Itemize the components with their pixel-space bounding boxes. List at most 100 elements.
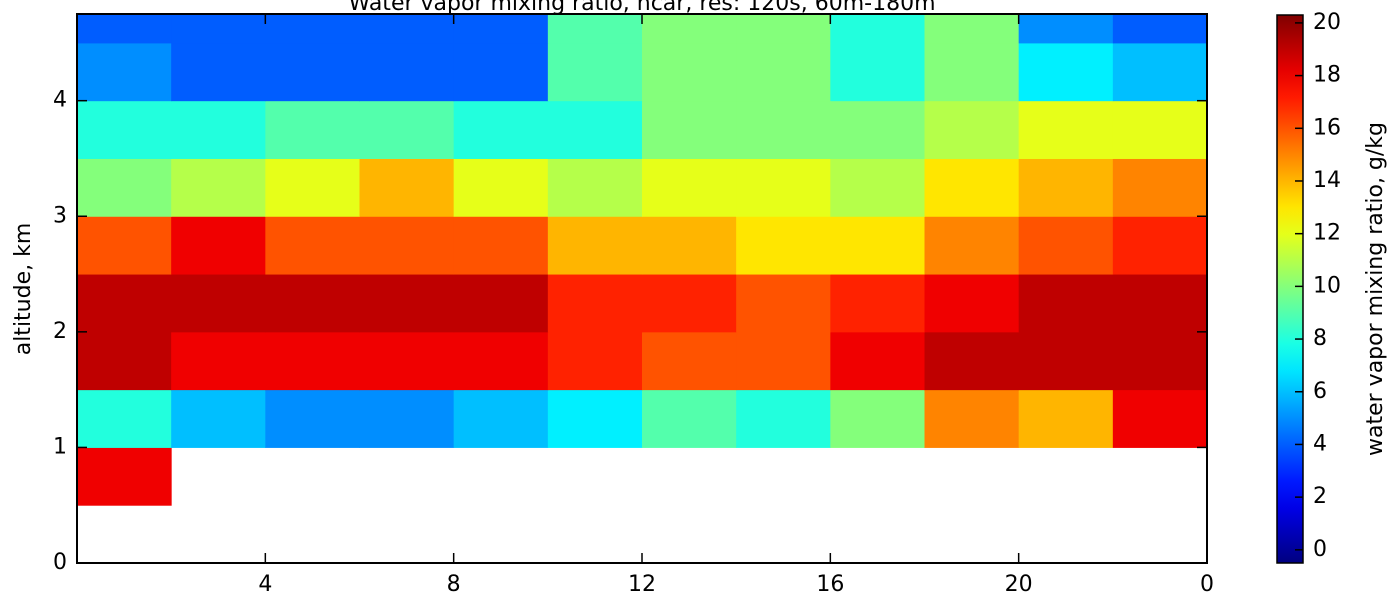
heatmap-cell	[1018, 42, 1114, 102]
heatmap-cell	[265, 331, 360, 391]
heatmap-cell	[171, 216, 266, 275]
heatmap-cell	[77, 14, 172, 44]
heatmap-cell	[77, 274, 172, 333]
heatmap-cell	[924, 100, 1020, 159]
heatmap-cell	[830, 14, 925, 44]
heatmap-cell	[453, 14, 549, 44]
heatmap-cell	[265, 216, 360, 275]
heatmap-cell	[453, 331, 549, 391]
heatmap-cell	[359, 274, 455, 333]
heatmap-cell	[77, 389, 172, 448]
heatmap-cell	[1112, 331, 1207, 391]
heatmap-cell	[736, 14, 831, 44]
x-tick-label: 4	[258, 572, 272, 597]
heatmap-cell	[77, 100, 172, 159]
heatmap-cell	[359, 42, 455, 102]
heatmap-cell	[359, 389, 455, 448]
heatmap-cell	[1018, 158, 1114, 217]
heatmap-cell	[736, 274, 831, 333]
colorbar-tick-label: 20	[1313, 10, 1341, 35]
x-tick-label: 12	[628, 572, 656, 597]
heatmap-cell	[453, 100, 549, 159]
heatmap-cell	[924, 331, 1020, 391]
heatmap-cell	[265, 14, 360, 44]
y-tick-label: 2	[53, 319, 67, 344]
heatmap-cell	[642, 14, 737, 44]
heatmap-cell	[1112, 42, 1207, 102]
heatmap-cell	[1112, 14, 1207, 44]
x-tick-label: 20	[1005, 572, 1033, 597]
colorbar-tick-label: 12	[1313, 221, 1341, 246]
heatmap-cell	[924, 42, 1020, 102]
heatmap-cell	[736, 216, 831, 275]
y-tick-label: 0	[53, 550, 67, 575]
heatmap-cell	[642, 216, 737, 275]
heatmap-cell	[171, 389, 266, 448]
heatmap-cell	[642, 100, 737, 159]
x-tick-label: 0	[1200, 572, 1214, 597]
heatmap-cell	[359, 14, 455, 44]
heatmap-cell	[830, 274, 925, 333]
heatmap-cell	[77, 447, 172, 506]
heatmap-cell	[453, 158, 549, 217]
heatmap-cell	[1018, 100, 1114, 159]
heatmap-cell	[830, 389, 925, 448]
colorbar-tick-label: 6	[1313, 379, 1327, 404]
heatmap-cell	[736, 389, 831, 448]
heatmap-cell	[1112, 216, 1207, 275]
y-tick-label: 4	[53, 88, 67, 113]
heatmap-cell	[453, 42, 549, 102]
heatmap-cell	[642, 42, 737, 102]
heatmap-cell	[265, 100, 360, 159]
colorbar-tick-label: 10	[1313, 273, 1341, 298]
heatmap-cell	[265, 274, 360, 333]
heatmap-cell	[830, 42, 925, 102]
heatmap-cell	[453, 216, 549, 275]
heatmap-cell	[1112, 389, 1207, 448]
heatmap-cell	[830, 331, 925, 391]
colorbar-label: water vapor mixing ratio, g/kg	[1363, 122, 1388, 456]
heatmap-cell	[642, 389, 737, 448]
heatmap-cell	[359, 331, 455, 391]
heatmap-cell	[830, 216, 925, 275]
heatmap-cell	[77, 216, 172, 275]
heatmap	[77, 14, 1207, 506]
colorbar-tick-label: 2	[1313, 484, 1327, 509]
heatmap-cell	[547, 100, 643, 159]
heatmap-cell	[547, 158, 643, 217]
heatmap-cell	[547, 389, 643, 448]
heatmap-cell	[736, 331, 831, 391]
heatmap-cell	[77, 42, 172, 102]
x-tick-label: 16	[816, 572, 844, 597]
heatmap-cell	[642, 158, 737, 217]
heatmap-cell	[171, 42, 266, 102]
colorbar-tick-label: 18	[1313, 63, 1341, 88]
heatmap-cell	[547, 42, 643, 102]
heatmap-cell	[547, 216, 643, 275]
heatmap-cell	[642, 274, 737, 333]
heatmap-cell	[265, 389, 360, 448]
heatmap-cell	[830, 158, 925, 217]
colorbar-tick-label: 16	[1313, 115, 1341, 140]
heatmap-cell	[736, 42, 831, 102]
y-tick-label: 3	[53, 203, 67, 228]
heatmap-cell	[924, 158, 1020, 217]
heatmap-cell	[924, 389, 1020, 448]
y-tick-label: 1	[53, 434, 67, 459]
colorbar-tick-label: 14	[1313, 168, 1341, 193]
heatmap-cell	[547, 331, 643, 391]
heatmap-cell	[171, 100, 266, 159]
heatmap-cell	[1112, 158, 1207, 217]
heatmap-cell	[359, 216, 455, 275]
heatmap-cell	[1018, 389, 1114, 448]
heatmap-cell	[453, 389, 549, 448]
heatmap-cell	[924, 274, 1020, 333]
y-axis-label: altitude, km	[11, 223, 36, 356]
heatmap-cell	[924, 14, 1020, 44]
colorbar-tick-label: 4	[1313, 431, 1327, 456]
heatmap-cell	[171, 331, 266, 391]
heatmap-cell	[265, 158, 360, 217]
heatmap-cell	[1112, 274, 1207, 333]
heatmap-cell	[1018, 274, 1114, 333]
